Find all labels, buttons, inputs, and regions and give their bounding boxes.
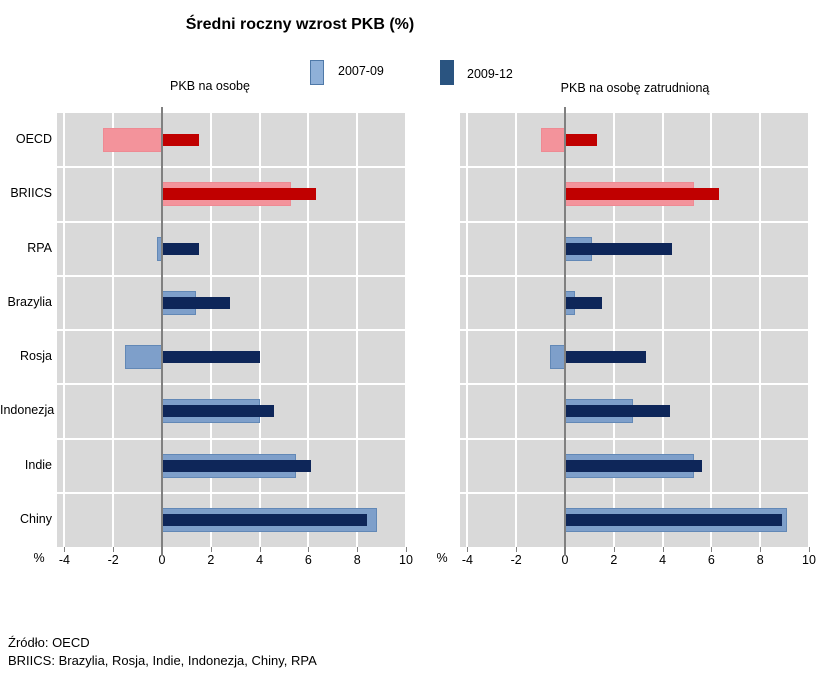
x-axis-unit-label: % [33,551,45,565]
gridline-horizontal [57,329,406,331]
legend-swatch-2007-09 [310,60,324,85]
x-tick-mark [662,547,664,552]
gridline-horizontal [460,166,809,169]
bar-2009-12-BRIICS [162,188,316,201]
x-tick-mark [467,547,469,552]
gridline-vertical [405,113,407,547]
panel-title-left: PKB na osobę [170,79,250,93]
x-tick-label: 6 [707,553,715,567]
briics-note: BRIICS: Brazylia, Rosja, Indie, Indonezj… [8,653,317,668]
category-label-Indonezja: Indonezja [0,403,55,418]
bar-2009-12-Rosja [565,351,646,364]
x-tick-label: 4 [256,553,264,567]
gridline-horizontal [57,220,406,223]
gridline-horizontal [460,437,809,440]
category-label-OECD: OECD [15,132,52,147]
x-tick-mark [113,547,115,552]
x-tick-label: -2 [510,553,522,567]
bar-2009-12-Rosja [162,351,260,364]
bar-2009-12-RPA [565,242,673,255]
chart-title: Średni roczny wzrost PKB (%) [185,16,415,33]
x-tick-label: -4 [461,553,473,567]
gridline-horizontal [57,437,406,440]
x-tick-mark [406,547,407,552]
gridline-horizontal [460,274,809,277]
bar-2009-12-Indie [565,459,702,472]
bar-2009-12-Indonezja [162,405,275,418]
bar-2009-12-Chiny [565,513,783,526]
x-tick-label: 2 [610,553,618,567]
x-tick-mark [64,547,66,552]
legend-label-2007-09: 2007-09 [338,64,384,78]
x-tick-mark [308,547,310,552]
bar-2009-12-Brazylia [565,296,602,309]
x-tick-mark [760,547,762,552]
x-tick-mark [711,547,713,552]
bar-2009-12-OECD [565,134,597,147]
bar-2009-12-Indonezja [565,405,670,418]
panel-title-right: PKB na osobę zatrudnioną [560,81,710,95]
x-tick-label: -4 [58,553,70,567]
gridline-horizontal [460,383,809,386]
category-label-RPA: RPA [27,240,52,255]
category-label-Chiny: Chiny [20,511,52,526]
x-tick-mark [613,547,615,552]
zero-axis-line [161,107,163,556]
bar-2009-12-RPA [162,242,199,255]
x-tick-label: 2 [207,553,215,567]
x-tick-label: 10 [802,553,816,567]
x-axis-unit-label: % [436,551,448,565]
zero-axis-line [564,107,566,556]
x-tick-mark [516,547,518,552]
legend-label-2009-12: 2009-12 [467,67,513,81]
gridline-horizontal [57,491,406,494]
gridline-horizontal [460,491,809,494]
bar-2007-09-Rosja [125,345,162,370]
gridline-vertical [808,113,810,547]
x-tick-mark [357,547,359,552]
gridline-horizontal [57,383,406,386]
bar-2007-09-Rosja [550,345,565,370]
category-label-Indie: Indie [24,457,52,472]
category-label-Brazylia: Brazylia [7,294,52,309]
x-tick-mark [259,547,261,552]
bar-2009-12-OECD [162,134,199,147]
bar-2009-12-Chiny [162,513,367,526]
x-tick-label: 10 [399,553,413,567]
bar-2007-09-OECD [103,128,162,153]
x-tick-label: 0 [561,553,569,567]
bar-2009-12-BRIICS [565,188,719,201]
gridline-horizontal [57,274,406,277]
gridline-horizontal [57,166,406,169]
x-tick-label: 8 [756,553,764,567]
gridline-horizontal [460,220,809,223]
x-tick-label: 6 [304,553,312,567]
x-tick-label: -2 [107,553,119,567]
x-tick-label: 4 [659,553,667,567]
source-note: Źródło: OECD [8,635,90,650]
bar-2009-12-Brazylia [162,296,231,309]
x-tick-mark [809,547,810,552]
legend-swatch-2009-12 [440,60,454,85]
category-label-BRIICS: BRIICS [10,186,52,201]
bar-2009-12-Indie [162,459,311,472]
x-tick-label: 0 [158,553,166,567]
x-tick-label: 8 [353,553,361,567]
x-tick-mark [210,547,212,552]
category-label-Rosja: Rosja [20,349,52,364]
bar-2007-09-OECD [540,128,565,153]
gridline-horizontal [460,329,809,331]
